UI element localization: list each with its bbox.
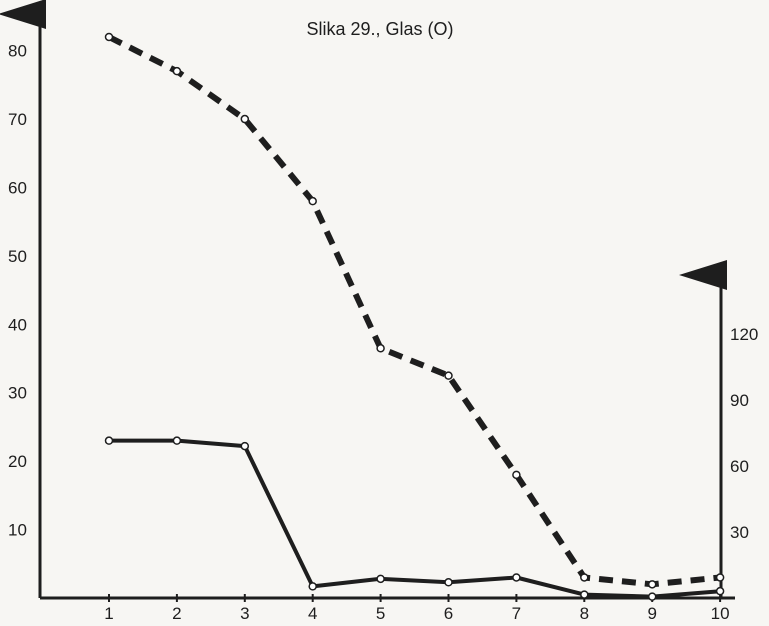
data-point-solid xyxy=(580,590,589,599)
data-point-solid xyxy=(647,592,657,601)
x-tick-label: 2 xyxy=(172,604,181,623)
y-left-tick-label: 50 xyxy=(8,247,27,266)
y-left-tick-label: 10 xyxy=(8,521,27,540)
y-left-tick-label: 30 xyxy=(8,384,27,403)
y-left-tick-label: 40 xyxy=(8,315,27,334)
series-line-solid xyxy=(109,438,721,599)
x-tick-label: 7 xyxy=(512,604,521,623)
y-right-tick-label: 60 xyxy=(730,457,749,476)
data-point-dashed xyxy=(172,66,182,76)
x-tick-label: 3 xyxy=(240,604,249,623)
y-left-tick-label: 80 xyxy=(8,42,27,61)
y-right-tick-label: 120 xyxy=(730,325,758,344)
x-tick-label: 9 xyxy=(647,604,656,623)
series-line-dashed xyxy=(107,34,721,588)
y-left-tick-label: 60 xyxy=(8,178,27,197)
y-right-tick-label: 30 xyxy=(730,523,749,542)
x-tick-label: 5 xyxy=(376,604,385,623)
data-point-solid xyxy=(444,578,453,587)
data-point-dashed xyxy=(376,344,385,353)
y-left-tick-label: 70 xyxy=(8,110,27,129)
data-point-dashed xyxy=(444,371,453,380)
data-point-dashed xyxy=(308,196,317,206)
data-point-solid xyxy=(715,586,725,596)
data-point-solid xyxy=(240,441,250,451)
data-point-dashed xyxy=(647,580,657,589)
data-point-solid xyxy=(376,574,385,584)
x-tick-label: 10 xyxy=(711,604,730,623)
data-point-dashed xyxy=(104,32,114,42)
x-tick-label: 8 xyxy=(580,604,589,623)
data-point-solid xyxy=(512,573,521,582)
data-point-dashed xyxy=(240,114,250,124)
data-point-dashed xyxy=(580,573,589,582)
y-left-tick-label: 20 xyxy=(8,452,27,471)
data-point-dashed xyxy=(715,573,725,582)
data-point-solid xyxy=(308,582,317,591)
data-point-solid xyxy=(104,436,114,445)
x-tick-label: 6 xyxy=(444,604,453,623)
y-right-tick-label: 90 xyxy=(730,391,749,410)
data-point-solid xyxy=(172,436,182,445)
data-point-dashed xyxy=(512,470,521,480)
x-tick-label: 4 xyxy=(308,604,317,623)
chart-title: Slika 29., Glas (O) xyxy=(306,19,453,39)
x-tick-label: 1 xyxy=(104,604,113,623)
